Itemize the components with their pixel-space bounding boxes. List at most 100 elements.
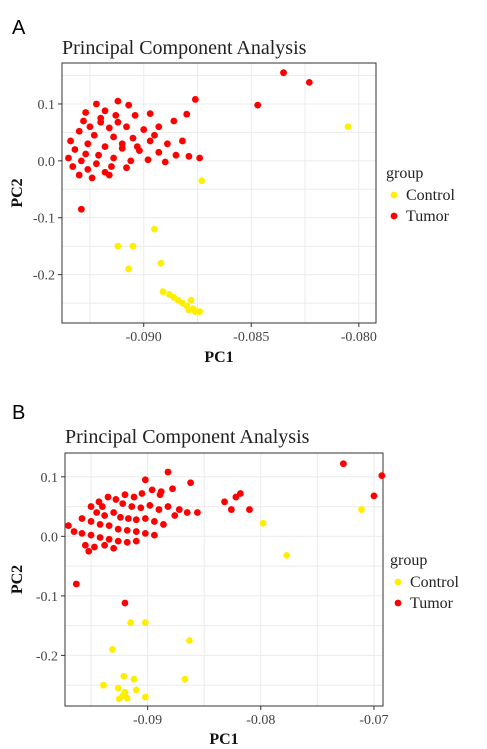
data-point-tumor <box>82 109 90 116</box>
data-point-tumor <box>172 151 180 159</box>
data-point-tumor <box>146 137 154 145</box>
data-point-tumor <box>93 509 101 516</box>
data-point-control <box>141 693 149 701</box>
data-point-tumor <box>105 124 113 132</box>
data-point-control <box>283 551 291 559</box>
data-point-tumor <box>105 535 113 543</box>
data-point-tumor <box>194 509 201 516</box>
data-point-tumor <box>86 123 94 131</box>
data-point-tumor <box>75 171 83 179</box>
data-point-tumor <box>155 506 163 513</box>
x-tick-label: -0.085 <box>233 330 269 345</box>
series-control <box>114 123 352 316</box>
data-point-tumor <box>196 154 204 162</box>
data-point-control <box>115 695 123 703</box>
data-point-tumor <box>90 131 98 139</box>
data-point-tumor <box>101 512 109 519</box>
data-point-control <box>114 684 122 692</box>
data-point-tumor <box>163 140 171 148</box>
data-point-tumor <box>114 537 122 545</box>
data-point-tumor <box>112 496 120 503</box>
data-point-tumor <box>138 490 146 497</box>
legend-marker-tumor <box>390 212 398 220</box>
data-point-control <box>181 675 189 683</box>
data-point-tumor <box>105 171 113 179</box>
data-point-tumor <box>128 503 136 510</box>
data-point-tumor <box>160 521 167 528</box>
data-point-tumor <box>164 503 172 510</box>
data-point-tumor <box>64 522 72 530</box>
legend-marker-control <box>390 191 398 199</box>
data-point-tumor <box>183 110 191 118</box>
data-point-control <box>129 242 137 250</box>
legend-label-control: Control <box>406 187 455 204</box>
data-point-tumor <box>137 504 145 512</box>
data-point-tumor <box>280 69 287 77</box>
data-point-tumor <box>164 468 172 476</box>
data-point-tumor <box>71 146 79 153</box>
data-point-tumor <box>96 521 104 528</box>
data-point-tumor <box>101 143 109 151</box>
x-axis-label: PC1 <box>209 731 238 748</box>
data-point-tumor <box>140 126 148 133</box>
data-point-tumor <box>82 150 90 158</box>
data-point-tumor <box>84 165 92 173</box>
data-point-tumor <box>88 174 96 182</box>
panel-letter: A <box>12 17 26 39</box>
data-point-tumor <box>123 123 130 131</box>
data-point-control <box>100 681 107 689</box>
data-point-tumor <box>246 506 253 513</box>
data-point-tumor <box>187 479 195 487</box>
legend-title: group <box>390 552 427 569</box>
data-point-tumor <box>118 140 126 148</box>
legend-label-tumor: Tumor <box>410 595 454 612</box>
data-point-tumor <box>95 151 102 159</box>
data-point-tumor <box>141 515 149 522</box>
data-point-tumor <box>110 544 118 552</box>
data-point-control <box>123 694 131 702</box>
data-point-tumor <box>175 506 183 513</box>
data-point-tumor <box>114 97 122 105</box>
data-point-tumor <box>124 515 132 522</box>
data-point-tumor <box>123 164 130 172</box>
data-point-tumor <box>130 493 138 501</box>
series-control <box>100 506 365 703</box>
plot-frame <box>64 452 384 707</box>
series-tumor <box>65 69 313 213</box>
data-point-tumor <box>254 101 262 109</box>
data-point-tumor <box>110 509 118 516</box>
legend-label-control: Control <box>410 574 459 591</box>
data-point-tumor <box>98 503 106 510</box>
data-point-tumor <box>123 526 131 534</box>
data-point-tumor <box>101 541 109 549</box>
legend-marker-tumor <box>394 599 402 607</box>
data-point-tumor <box>378 472 386 480</box>
data-point-tumor <box>96 534 104 541</box>
data-point-tumor <box>151 531 158 539</box>
y-tick-label: 0.0 <box>38 155 56 170</box>
data-point-tumor <box>105 522 113 530</box>
data-point-tumor <box>84 140 92 148</box>
data-point-tumor <box>179 137 186 145</box>
data-point-tumor <box>65 154 72 162</box>
y-tick-label: 0.0 <box>41 530 59 545</box>
data-point-tumor <box>70 528 78 535</box>
data-point-tumor <box>123 538 131 546</box>
data-point-tumor <box>151 131 158 139</box>
data-point-tumor <box>78 515 86 522</box>
data-point-tumor <box>117 513 124 521</box>
data-point-control <box>125 265 133 273</box>
data-point-tumor <box>157 488 165 496</box>
data-point-tumor <box>110 133 118 141</box>
legend: group Control Tumor <box>390 552 459 612</box>
data-point-tumor <box>191 96 199 103</box>
panel-letter: B <box>12 402 25 424</box>
y-tick-label: 0.1 <box>38 98 56 113</box>
data-point-tumor <box>132 528 140 535</box>
data-point-control <box>187 296 195 304</box>
data-point-tumor <box>170 117 178 125</box>
x-tick-label: -0.09 <box>133 713 162 728</box>
data-point-tumor <box>221 498 228 506</box>
data-point-tumor <box>93 160 100 168</box>
